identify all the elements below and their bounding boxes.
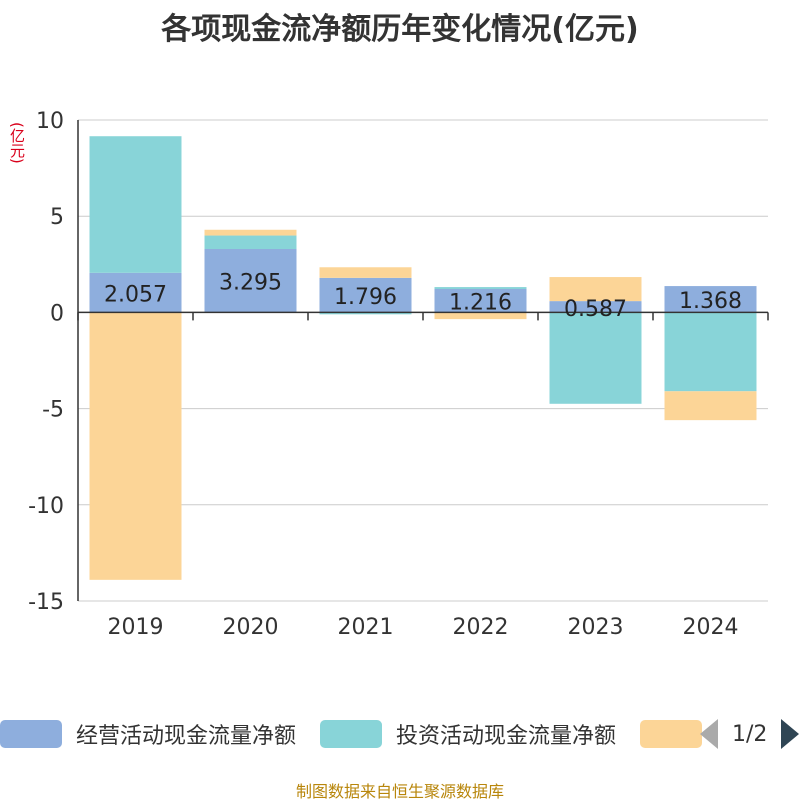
bar-2-2020 [204,229,297,236]
y-tick-label: -15 [28,590,64,615]
data-label: 1.796 [334,285,397,310]
chart-legend: 经营活动现金流量净额 投资活动现金流量净额 1/2 [0,716,800,756]
data-source-footer: 制图数据来自恒生聚源数据库 [295,782,504,801]
x-tick-label: 2022 [453,615,509,640]
x-tick-label: 2024 [683,615,739,640]
bar-1-2019 [89,136,182,273]
data-label: 1.216 [449,291,512,316]
legend-pager: 1/2 [700,716,800,752]
chart-title: 各项现金流净额历年变化情况(亿元) [161,12,639,47]
legend-item-operating[interactable]: 经营活动现金流量净额 [0,716,296,752]
y-tick-label: 5 [50,205,64,230]
y-tick-label: 10 [36,109,64,134]
data-label: 2.057 [104,283,167,308]
data-label: 3.295 [219,271,282,296]
y-tick-label: -5 [42,398,64,423]
legend-prev-page-icon[interactable] [700,719,718,749]
data-label: 1.368 [679,289,742,314]
bar-0-2020 [204,249,297,313]
x-tick-label: 2021 [338,615,394,640]
bar-2-2021 [319,267,412,278]
legend-page-indicator: 1/2 [732,721,768,747]
y-axis-unit-label: (亿元) [8,122,26,164]
legend-swatch-investing [320,720,382,748]
legend-item-investing[interactable]: 投资活动现金流量净额 [320,716,616,752]
x-tick-label: 2023 [568,615,624,640]
bar-0-2019 [89,272,182,313]
bar-1-2020 [204,235,297,250]
legend-label-operating: 经营活动现金流量净额 [76,724,297,749]
bar-1-2022 [434,287,527,290]
bar-1-2021 [319,312,412,315]
chart-plot-area: 10 5 0 -5 -10 -15 2.057 3.295 1.796 1.216 0.587 1.3… [28,109,769,640]
legend-next-page-icon[interactable] [781,719,800,749]
x-tick-label: 2019 [108,615,164,640]
bar-0-2024 [664,286,757,313]
bar-1-2023 [549,312,642,404]
legend-swatch-financing [640,720,702,748]
bar-1-2024 [664,312,757,392]
bar-0-2023 [549,301,642,313]
bar-0-2021 [319,277,412,313]
y-tick-label: 0 [50,301,64,326]
x-tick-label: 2020 [223,615,279,640]
legend-label-investing: 投资活动现金流量净额 [396,724,617,749]
bar-0-2022 [434,289,527,313]
bar-2-2019 [89,312,182,580]
bar-2-2024 [664,391,757,421]
data-label: 0.587 [564,297,627,322]
bar-2-2023 [549,277,642,302]
y-tick-label: -10 [28,494,64,519]
legend-swatch-operating [0,720,62,748]
legend-item-financing[interactable] [640,716,716,752]
bar-2-2022 [434,312,527,320]
